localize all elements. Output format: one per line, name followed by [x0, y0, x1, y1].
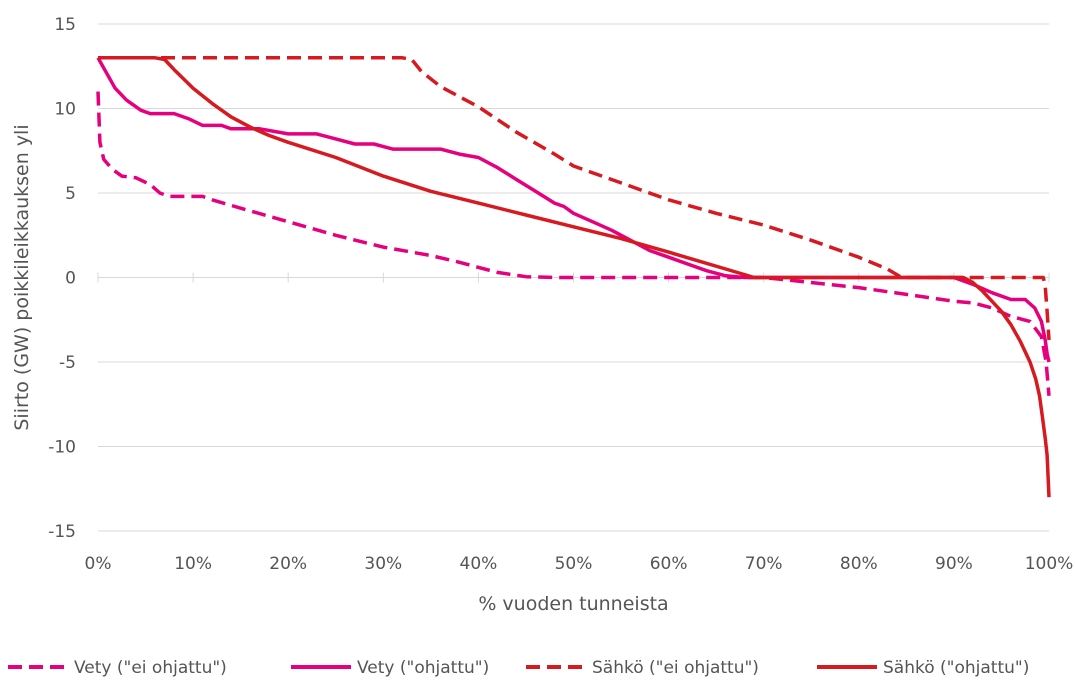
y-tick-label: -5: [59, 353, 76, 373]
x-tick-label: 50%: [555, 554, 593, 574]
y-tick-label: -15: [48, 522, 76, 542]
series-lines: [96, 56, 1051, 498]
y-axis-label: Siirto (GW) poikkileikkauksen yli: [11, 124, 33, 430]
y-tick-label: 15: [54, 15, 76, 35]
legend-label: Vety ("ohjattu"): [357, 658, 489, 678]
y-tick-label: 5: [65, 184, 76, 204]
legend-label: Vety ("ei ohjattu"): [74, 658, 227, 678]
legend: Vety ("ei ohjattu") Vety ("ohjattu") Sähkö…: [8, 658, 1029, 678]
x-axis-tick-labels: 0% 10% 20% 30% 40% 50% 60% 70% 80% 90% 100%: [85, 554, 1074, 574]
y-tick-label: -10: [48, 438, 76, 458]
series-line-4: [98, 56, 1051, 498]
x-axis-label: % vuoden tunneista: [478, 593, 668, 615]
x-tick-label: 20%: [269, 554, 307, 574]
gridlines: [98, 23, 1049, 532]
x-tick-label: 0%: [85, 554, 112, 574]
x-tick-label: 80%: [840, 554, 878, 574]
x-tick-label: 40%: [460, 554, 498, 574]
y-tick-label: 10: [54, 100, 76, 120]
legend-label: Sähkö ("ohjattu"): [883, 658, 1029, 678]
series-line-3: [98, 56, 1051, 341]
x-tick-label: 30%: [364, 554, 402, 574]
series-line-1: [96, 91, 1051, 396]
x-tick-label: 90%: [935, 554, 973, 574]
legend-label: Sähkö ("ei ohjattu"): [592, 658, 759, 678]
y-axis-tick-labels: 15 10 5 0 -5 -10 -15: [48, 15, 76, 542]
x-tick-label: 100%: [1025, 554, 1074, 574]
x-tick-label: 70%: [745, 554, 783, 574]
y-tick-label: 0: [65, 269, 76, 289]
x-tick-label: 10%: [174, 554, 212, 574]
x-tick-label: 60%: [650, 554, 688, 574]
